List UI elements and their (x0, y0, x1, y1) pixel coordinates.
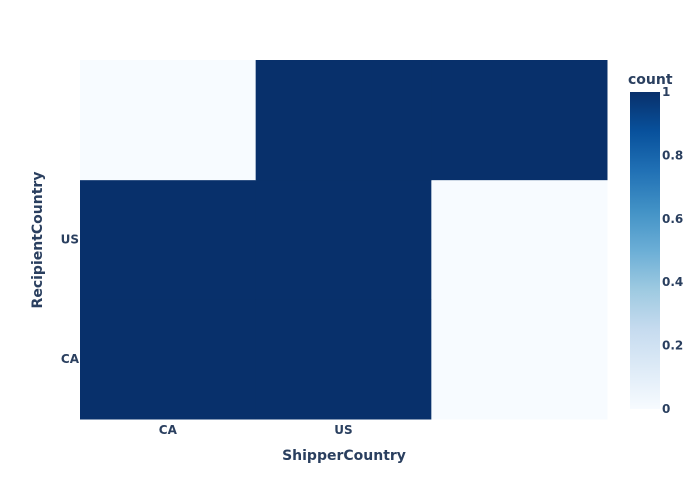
heatmap-cell (80, 179, 257, 300)
x-axis-label: ShipperCountry (282, 448, 406, 464)
heatmap-cell (80, 299, 257, 420)
colorbar-tick-label: 0.2 (662, 339, 683, 353)
colorbar-title: count (628, 72, 673, 88)
heatmap-cell (80, 60, 257, 181)
heatmap-cell (431, 299, 608, 420)
x-axis-ticks: CA US (159, 423, 353, 437)
colorbar-tick-label: 0.4 (662, 275, 683, 289)
y-tick-label: US (61, 233, 79, 247)
y-axis-ticks: CA US (61, 233, 80, 367)
heatmap-cell (431, 179, 608, 300)
colorbar-ticks: 0 0.2 0.4 0.6 0.8 1 (662, 85, 683, 416)
heatmap-cells (80, 60, 608, 420)
heatmap-cell (255, 299, 432, 420)
colorbar-tick-label: 0.8 (662, 148, 683, 162)
colorbar-tick-label: 0.6 (662, 212, 683, 226)
x-tick-label: CA (159, 423, 178, 437)
colorbar: count 0 0.2 0.4 0.6 0.8 1 (628, 72, 683, 416)
colorbar-tick-label: 0 (662, 402, 670, 416)
colorbar-gradient (630, 92, 660, 409)
colorbar-tick-label: 1 (662, 85, 670, 99)
y-axis-label: RecipientCountry (30, 172, 46, 309)
x-tick-label: US (334, 423, 352, 437)
heatmap-cell (255, 60, 432, 181)
y-tick-label: CA (61, 352, 80, 366)
heatmap-cell (255, 179, 432, 300)
heatmap-cell (431, 60, 608, 181)
